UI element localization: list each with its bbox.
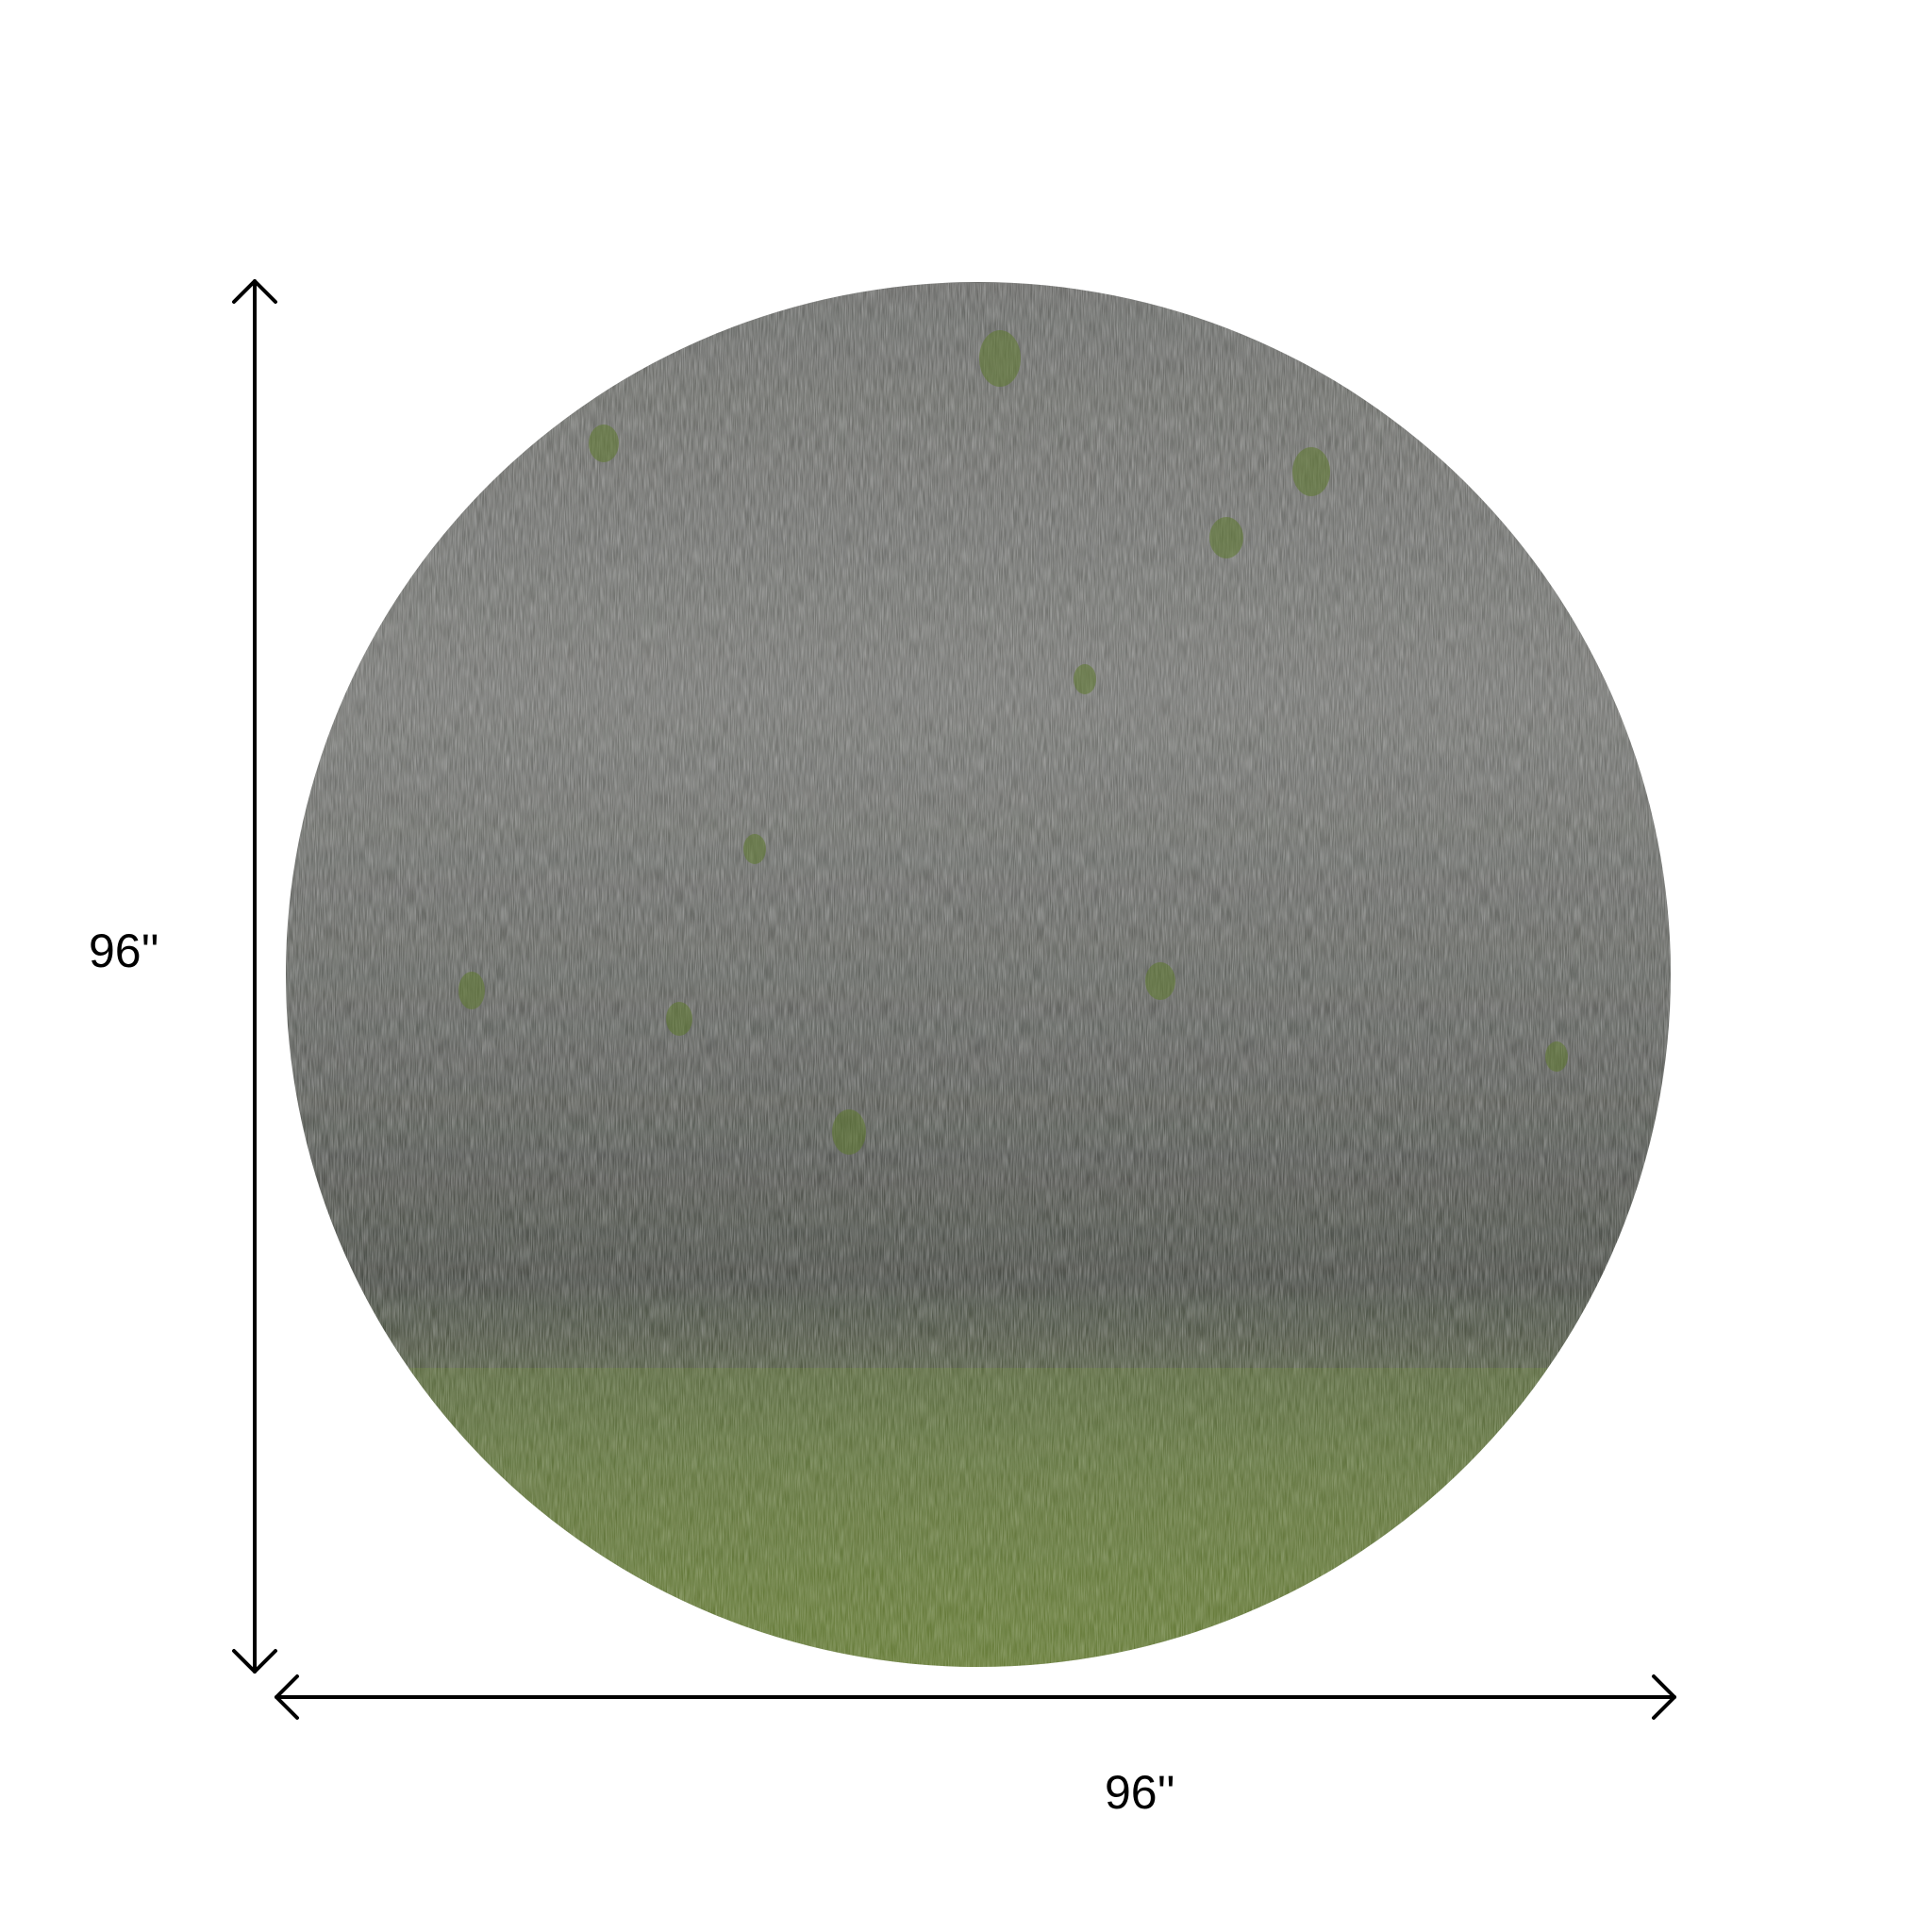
height-dimension-arrow — [232, 279, 277, 1674]
width-dimension-arrow — [275, 1674, 1676, 1720]
rug-image — [286, 282, 1671, 1667]
width-label: 96'' — [1105, 1766, 1175, 1819]
height-label: 96'' — [89, 924, 159, 977]
